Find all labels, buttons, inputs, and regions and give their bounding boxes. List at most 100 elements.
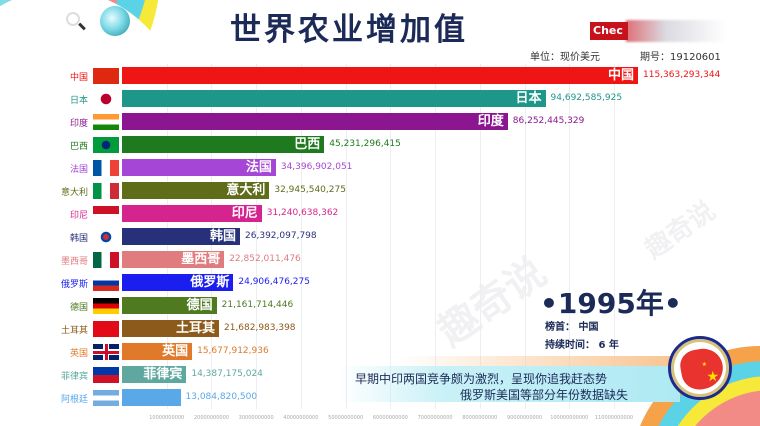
chart-row: 土耳其 土耳其 21,682,983,398 — [0, 319, 760, 339]
channel-logo: Chec — [590, 22, 628, 40]
china-heart-badge: ★ ★ — [668, 336, 732, 400]
mexico-flag-icon — [93, 252, 119, 268]
turkey-flag-icon — [93, 321, 119, 337]
country-name: 印尼 — [69, 211, 88, 221]
chart-row: 英国 英国 15,677,912,936 — [0, 342, 760, 362]
chart-row: 印尼 印尼 31,240,638,362 — [0, 204, 760, 224]
chart-row: 俄罗斯 俄罗斯 24,906,476,275 — [0, 273, 760, 293]
bar: 法国 — [122, 159, 276, 176]
bar: 中国 — [122, 67, 638, 84]
bar-label: 中国 — [607, 68, 634, 83]
chart-row: 日本 日本 94,692,585,925 — [0, 89, 760, 109]
duration-label: 持续时间： 6 年 — [545, 340, 619, 351]
blurred-logo — [626, 20, 726, 42]
country-name: 德国 — [69, 303, 88, 313]
chart-row: 韩国 韩国 26,392,097,798 — [0, 227, 760, 247]
value-label: 21,161,714,446 — [221, 300, 294, 310]
bar: 印度 — [122, 113, 508, 130]
value-label: 31,240,638,362 — [266, 208, 339, 218]
bar-label: 印度 — [477, 114, 504, 129]
bar-label: 英国 — [162, 344, 189, 359]
gridline — [345, 64, 347, 409]
brand-logo: 趣奇说 — [14, 14, 47, 27]
bar-label: 俄罗斯 — [190, 275, 230, 290]
bar-label: 墨西哥 — [181, 252, 221, 267]
bar: 英国 — [122, 343, 193, 360]
indonesia-flag-icon — [93, 206, 119, 222]
magnifier-icon — [66, 12, 80, 26]
country-name: 巴西 — [69, 142, 88, 152]
gridline — [256, 64, 258, 409]
country-name: 意大利 — [60, 188, 88, 198]
x-tick-label: 110000000000 — [594, 415, 634, 421]
x-tick-label: 50000000000 — [328, 415, 364, 421]
unit-label: 单位：现价美元 — [530, 52, 600, 63]
chart-row: 意大利 意大利 32,945,540,275 — [0, 181, 760, 201]
x-axis-ticks: 10000000000 20000000000 30000000000 4000000… — [0, 415, 760, 425]
italy-flag-icon — [93, 183, 119, 199]
bar: 菲律宾 — [122, 366, 187, 383]
country-name: 中国 — [69, 73, 88, 83]
bar: 印尼 — [122, 205, 262, 222]
gridline — [614, 64, 615, 409]
value-label: 94,692,585,925 — [550, 93, 623, 103]
note-band — [340, 366, 680, 402]
gridline — [569, 64, 571, 409]
note-line-1: 早期中印两国竞争颇为激烈，呈现你追我赶态势 — [355, 372, 608, 386]
country-name: 阿根廷 — [60, 395, 88, 405]
chart-row: 菲律宾 菲律宾 14,387,175,024 — [0, 365, 760, 385]
gridline — [479, 64, 481, 409]
russia-flag-icon — [93, 275, 119, 291]
value-label: 26,392,097,798 — [245, 231, 317, 241]
bar: 德国 — [122, 297, 217, 314]
gridline — [300, 64, 302, 409]
korea-flag-icon — [93, 229, 119, 245]
uk-flag-icon — [93, 344, 119, 360]
x-tick-label: 10000000000 — [149, 415, 185, 421]
chart-row: 德国 德国 21,161,714,446 — [0, 296, 760, 316]
bar-label: 意大利 — [226, 183, 266, 198]
value-label: 14,387,175,024 — [191, 369, 263, 379]
chart-row: 法国 法国 34,396,902,051 — [0, 158, 760, 178]
bar-label: 法国 — [245, 160, 272, 175]
country-name: 土耳其 — [60, 326, 88, 336]
country-name: 韩国 — [69, 234, 88, 244]
chart-row: 巴西 巴西 45,231,296,415 — [0, 135, 760, 155]
globe-icon — [100, 6, 130, 36]
star-icon: ★ — [701, 361, 707, 368]
france-flag-icon — [93, 160, 119, 176]
x-tick-label: 30000000000 — [238, 415, 274, 421]
country-name: 印度 — [69, 119, 88, 129]
year-display: •1995年• — [540, 287, 682, 320]
x-tick-label: 60000000000 — [372, 415, 408, 421]
chart-row: 墨西哥 墨西哥 22,852,011,476 — [0, 250, 760, 270]
bar-label: 菲律宾 — [143, 367, 183, 382]
x-tick-label: 80000000000 — [462, 415, 498, 421]
brazil-flag-icon — [93, 137, 119, 153]
bar: 意大利 — [122, 182, 270, 199]
value-label: 34,396,902,051 — [280, 162, 353, 172]
bar-label: 韩国 — [210, 229, 237, 244]
country-name: 菲律宾 — [60, 372, 88, 382]
bar: 土耳其 — [122, 320, 219, 337]
value-label: 45,231,296,415 — [329, 139, 401, 149]
x-tick-label: 100000000000 — [550, 415, 589, 421]
period-label: 期号：19120601 — [640, 52, 721, 63]
bar-label: 巴西 — [294, 137, 321, 152]
germany-flag-icon — [93, 298, 119, 314]
value-label: 21,682,983,398 — [223, 323, 296, 333]
country-name: 俄罗斯 — [60, 280, 88, 290]
leader-label: 榜首： 中国 — [545, 322, 599, 333]
x-tick-label: 20000000000 — [193, 415, 229, 421]
bar — [122, 389, 181, 406]
bar: 巴西 — [122, 136, 325, 153]
value-label: 86,252,445,329 — [512, 116, 585, 126]
bar: 墨西哥 — [122, 251, 225, 268]
value-label: 13,084,820,500 — [185, 392, 258, 402]
gridline — [390, 64, 392, 409]
bar-label: 德国 — [186, 298, 213, 313]
value-label: 15,677,912,936 — [197, 346, 269, 356]
chart-row: 印度 印度 86,252,445,329 — [0, 112, 760, 132]
value-label: 115,363,293,344 — [643, 70, 721, 80]
bar-chart: 中国 中国 115,363,293,344 日本 日本 94,692,585,925 印度印… — [0, 64, 760, 426]
